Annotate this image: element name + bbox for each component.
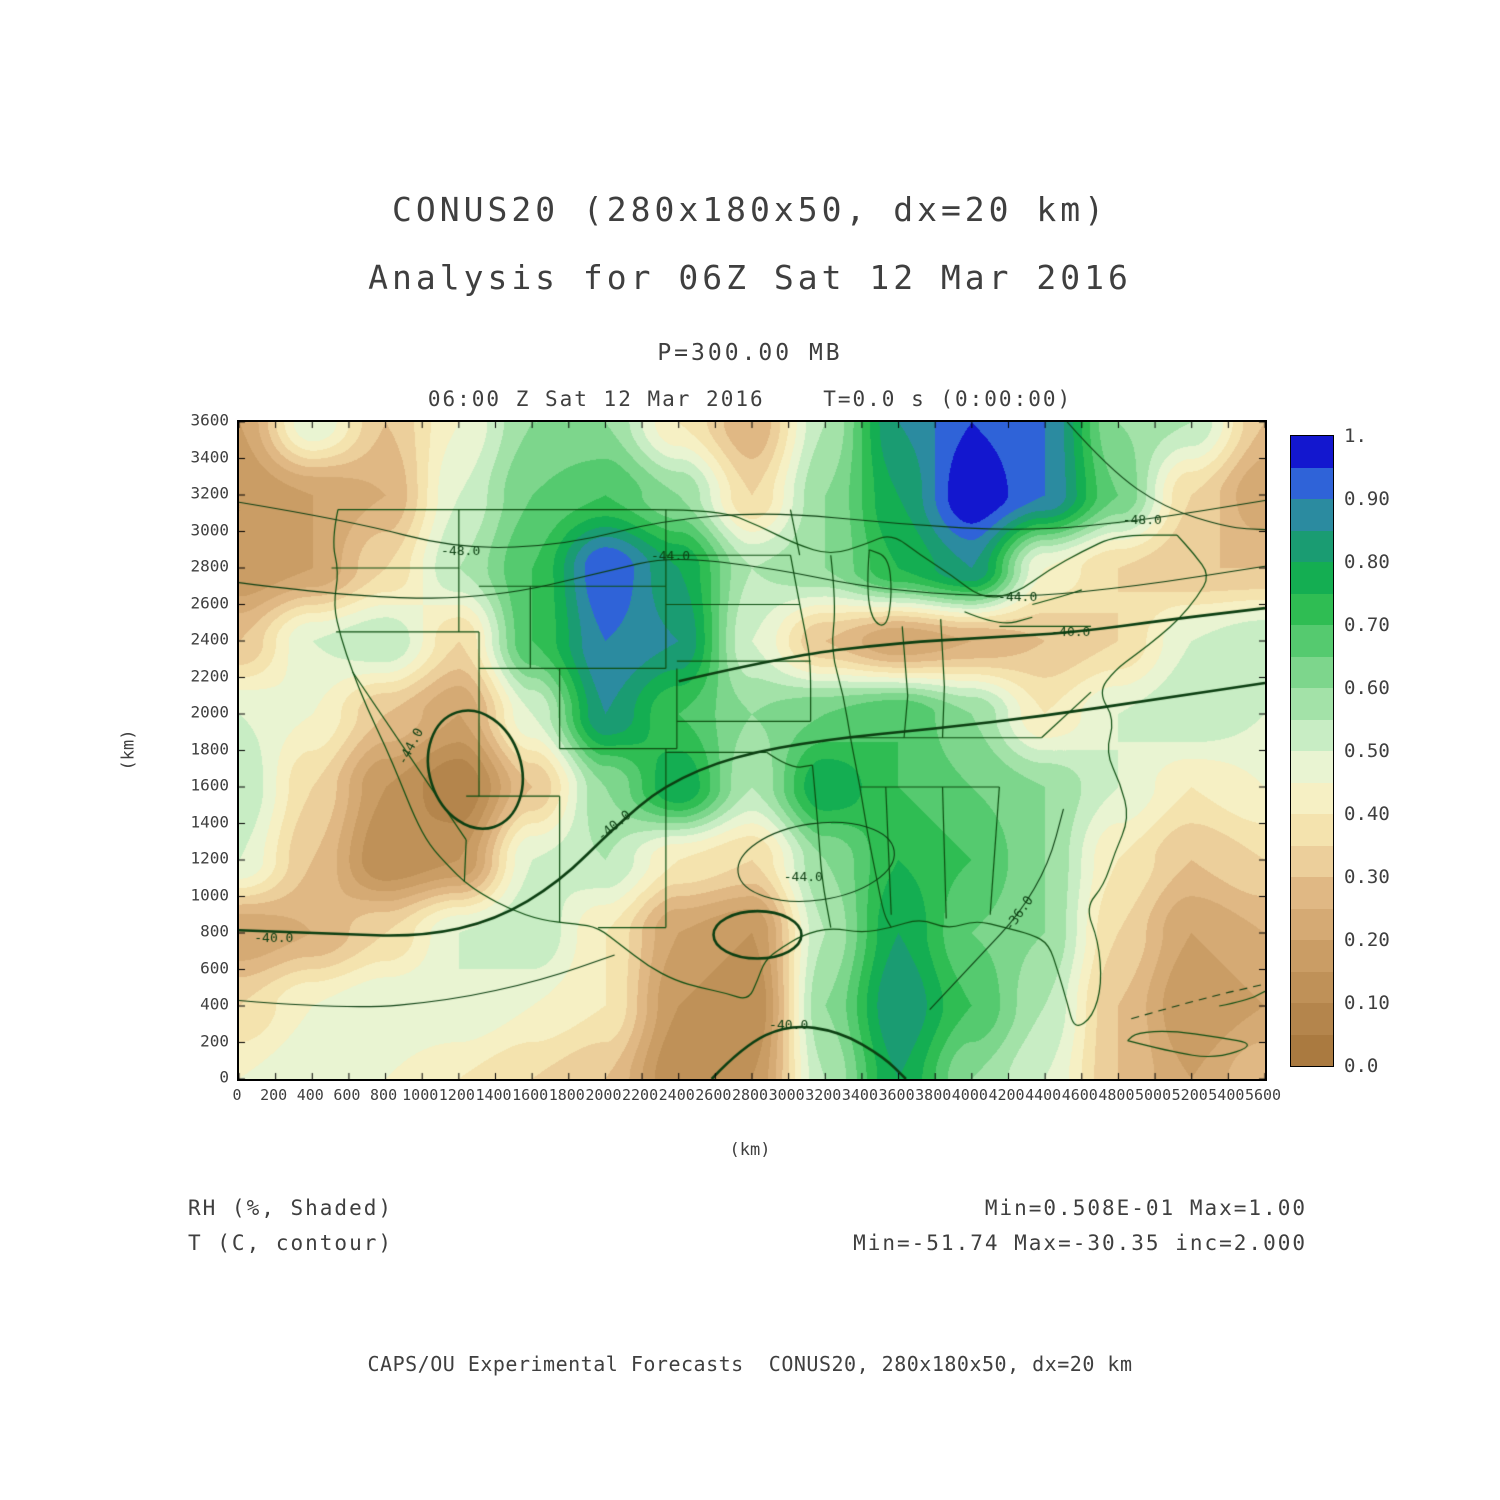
x-tick-label: 3800 xyxy=(915,1086,952,1104)
map-plot-frame xyxy=(237,420,1267,1081)
x-tick-label: 1800 xyxy=(548,1086,585,1104)
x-tick-label: 5600 xyxy=(1244,1086,1282,1104)
colorbar-cell xyxy=(1291,940,1333,972)
shaded-field-label: RH (%, Shaded) xyxy=(188,1196,394,1220)
colorbar-cell xyxy=(1291,719,1333,751)
colorbar-cell xyxy=(1291,436,1333,468)
y-tick-label: 2200 xyxy=(190,666,229,685)
colorbar-tick-label: 1. xyxy=(1344,425,1367,447)
x-tick-label: 0 xyxy=(232,1086,242,1104)
x-tick-label: 4200 xyxy=(988,1086,1025,1104)
contour-stats-label: Min=-51.74 Max=-30.35 inc=2.000 xyxy=(853,1231,1307,1255)
colorbar-cell xyxy=(1291,688,1333,720)
colorbar-cell xyxy=(1291,656,1333,688)
colorbar-cell xyxy=(1291,467,1333,499)
contour-field-label: T (C, contour) xyxy=(188,1231,394,1255)
map-canvas xyxy=(239,422,1265,1079)
credit-line: CAPS/OU Experimental Forecasts CONUS20, … xyxy=(367,1352,1133,1376)
colorbar-cell xyxy=(1291,562,1333,594)
x-tick-label: 200 xyxy=(260,1086,288,1104)
colorbar-cell xyxy=(1291,1034,1333,1066)
colorbar-cell xyxy=(1291,908,1333,940)
x-tick-label: 4600 xyxy=(1061,1086,1098,1104)
x-tick-label: 5400 xyxy=(1208,1086,1245,1104)
y-tick-label: 3600 xyxy=(190,410,229,430)
y-tick-label: 3200 xyxy=(190,483,229,503)
y-tick-label: 2400 xyxy=(190,629,229,649)
y-tick-label: 800 xyxy=(200,921,229,941)
x-tick-label: 3600 xyxy=(878,1086,915,1104)
colorbar-tick-label: 0.0 xyxy=(1344,1055,1379,1077)
y-tick-label: 1400 xyxy=(190,812,229,831)
x-tick-label: 600 xyxy=(333,1086,361,1104)
colorbar-cell xyxy=(1291,625,1333,657)
figure-title: CONUS20 (280x180x50, dx=20 km) xyxy=(391,190,1109,229)
y-tick-label: 200 xyxy=(200,1031,229,1050)
x-tick-label: 4400 xyxy=(1025,1086,1062,1104)
valid-time-label: 06:00 Z Sat 12 Mar 2016 T=0.0 s (0:00:00… xyxy=(427,387,1073,411)
colorbar-cell xyxy=(1291,499,1333,531)
shaded-stats-label: Min=0.508E-01 Max=1.00 xyxy=(984,1196,1307,1220)
y-tick-label: 400 xyxy=(200,994,229,1014)
x-tick-label: 3400 xyxy=(841,1086,878,1104)
colorbar-tick-label: 0.40 xyxy=(1344,803,1390,825)
y-tick-label: 1800 xyxy=(190,739,229,758)
y-tick-label: 1200 xyxy=(190,848,229,868)
y-tick-label: 3400 xyxy=(190,447,229,466)
y-tick-label: 1000 xyxy=(190,885,229,904)
colorbar-cell xyxy=(1291,782,1333,814)
colorbar-tick-label: 0.60 xyxy=(1344,677,1390,699)
x-tick-label: 2000 xyxy=(585,1086,622,1104)
x-tick-label: 5000 xyxy=(1135,1086,1172,1104)
colorbar-cell xyxy=(1291,751,1333,783)
x-tick-label: 4000 xyxy=(951,1086,988,1104)
colorbar-tick-label: 0.10 xyxy=(1344,992,1390,1014)
y-tick-label: 3000 xyxy=(190,520,229,539)
y-tick-label: 0 xyxy=(219,1067,229,1087)
x-tick-label: 4800 xyxy=(1098,1086,1135,1104)
x-tick-label: 1400 xyxy=(475,1086,512,1104)
figure-subtitle: Analysis for 06Z Sat 12 Mar 2016 xyxy=(368,258,1132,297)
colorbar-tick-label: 0.20 xyxy=(1344,929,1390,951)
colorbar-cell xyxy=(1291,877,1333,909)
y-tick-label: 600 xyxy=(200,958,229,977)
x-tick-label: 2400 xyxy=(658,1086,695,1104)
x-tick-label: 1600 xyxy=(512,1086,549,1104)
colorbar-tick-label: 0.30 xyxy=(1344,866,1390,888)
colorbar-cell xyxy=(1291,593,1333,625)
x-tick-label: 2800 xyxy=(731,1086,769,1104)
colorbar-cell xyxy=(1291,530,1333,562)
x-tick-label: 5200 xyxy=(1171,1086,1208,1104)
x-tick-label: 800 xyxy=(370,1086,398,1104)
colorbar-cell xyxy=(1291,971,1333,1003)
y-axis-title: (km) xyxy=(118,729,139,771)
colorbar-cell xyxy=(1291,845,1333,877)
y-tick-label: 2600 xyxy=(190,593,229,612)
x-tick-label: 2600 xyxy=(695,1086,732,1104)
colorbar-tick-label: 0.80 xyxy=(1344,551,1390,573)
x-tick-label: 3000 xyxy=(768,1086,805,1104)
pressure-level-label: P=300.00 MB xyxy=(657,340,843,366)
x-tick-label: 400 xyxy=(296,1086,324,1104)
colorbar-tick-label: 0.70 xyxy=(1344,614,1390,636)
colorbar-cell xyxy=(1291,1003,1333,1035)
y-tick-label: 2800 xyxy=(190,556,229,576)
colorbar-tick-label: 0.50 xyxy=(1344,740,1390,762)
colorbar-cell xyxy=(1291,814,1333,846)
x-tick-label: 1000 xyxy=(402,1086,439,1104)
x-axis-title: (km) xyxy=(729,1140,771,1160)
x-tick-label: 2200 xyxy=(622,1086,659,1104)
colorbar xyxy=(1290,435,1334,1067)
colorbar-tick-label: 0.90 xyxy=(1344,488,1390,510)
x-tick-label: 1200 xyxy=(438,1086,475,1104)
y-tick-label: 2000 xyxy=(190,702,229,722)
y-tick-label: 1600 xyxy=(190,775,229,795)
x-tick-label: 3200 xyxy=(805,1086,842,1104)
